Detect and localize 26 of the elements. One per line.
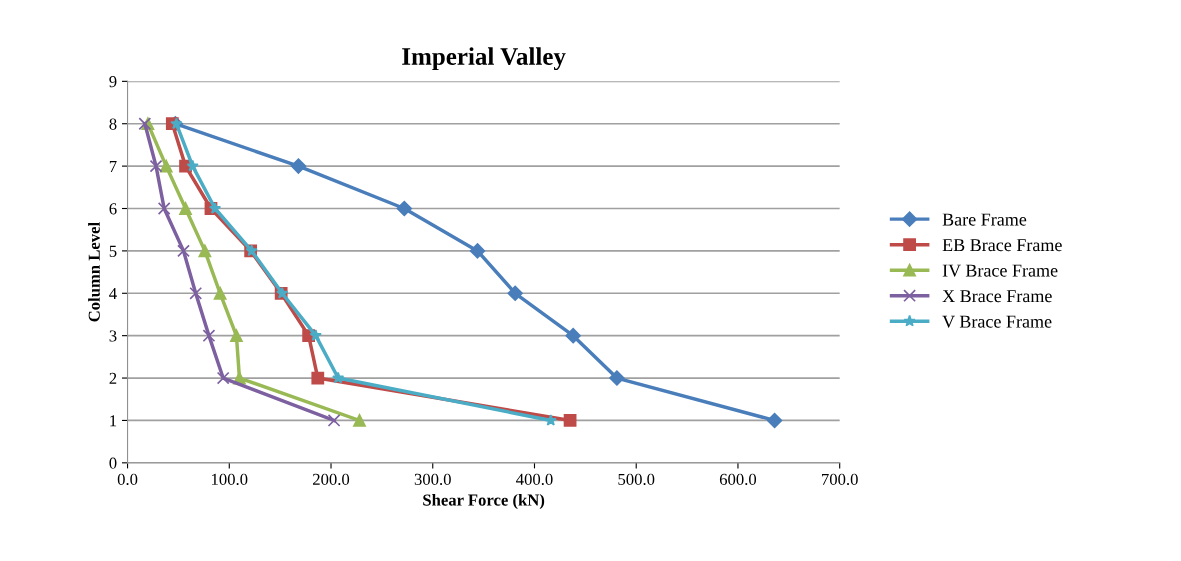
x-tick-label: 300.0	[414, 473, 451, 486]
x-tick-label: 500.0	[618, 473, 655, 486]
chart-title: Imperial Valley	[402, 47, 566, 71]
y-tick-label: 8	[109, 118, 117, 130]
y-tick-label: 4	[109, 288, 117, 300]
x-tick-label: 0.0	[117, 473, 138, 486]
y-tick-label: 0	[109, 457, 117, 469]
legend-label: V Brace Frame	[942, 315, 1052, 328]
x-tick-label: 600.0	[719, 473, 757, 486]
x-tick-label: 400.0	[516, 473, 553, 486]
x-tick-label: 200.0	[313, 473, 350, 486]
y-tick-label: 6	[109, 203, 117, 215]
y-tick-label: 7	[109, 160, 117, 172]
legend-label: X Brace Frame	[942, 290, 1052, 303]
legend-label: IV Brace Frame	[942, 264, 1058, 277]
y-tick-label: 5	[109, 245, 117, 257]
x-tick-label: 700.0	[822, 473, 858, 486]
x-tick-label: 100.0	[212, 473, 248, 486]
y-tick-label: 1	[110, 415, 117, 427]
y-tick-label: 3	[109, 330, 117, 342]
legend-label: Bare Frame	[942, 213, 1027, 226]
y-axis-title: Column Level	[88, 222, 100, 322]
x-axis-title: Shear Force (kN)	[423, 493, 545, 510]
y-tick-label: 9	[109, 76, 117, 88]
legend-label: EB Brace Frame	[942, 239, 1062, 252]
y-tick-label: 2	[109, 372, 117, 384]
